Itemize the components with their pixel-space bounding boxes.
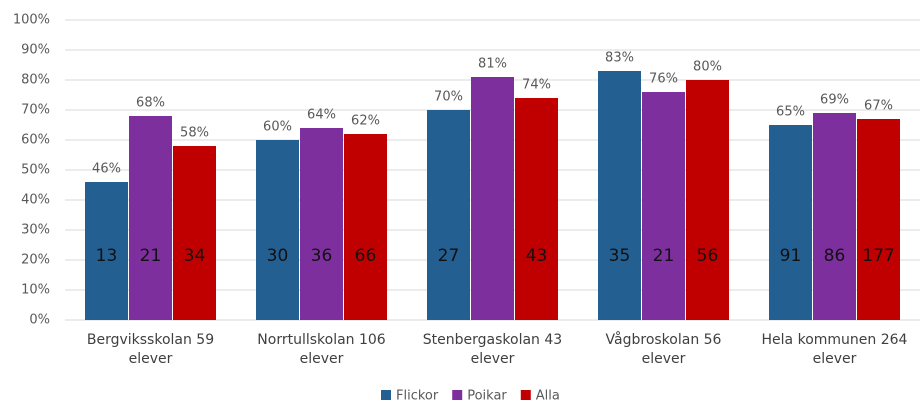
value-label: 81% (478, 57, 507, 72)
count-label: 27 (438, 246, 460, 266)
count-label: 91 (780, 246, 802, 266)
value-label: 70% (434, 90, 463, 105)
legend-swatch (520, 390, 531, 400)
y-tick-label: 80% (21, 73, 50, 88)
legend-label: Poikar (467, 389, 507, 402)
y-tick-label: 30% (21, 223, 50, 238)
bar (515, 98, 558, 320)
x-tick-label: Hela kommunen 264 elever (761, 332, 908, 367)
y-tick-label: 40% (21, 193, 50, 208)
y-tick-label: 70% (21, 103, 50, 118)
x-tick-label: Vågbroskolan 56 elever (605, 332, 722, 367)
legend-swatch (381, 390, 391, 400)
count-label: 36 (311, 246, 333, 266)
y-tick-label: 20% (21, 253, 50, 268)
bar (256, 140, 299, 320)
value-label: 67% (864, 99, 893, 114)
y-tick-label: 90% (21, 43, 50, 58)
value-label: 64% (307, 108, 336, 123)
y-tick-label: 10% (21, 283, 50, 298)
x-tick-label: Stenbergaskolan 43 elever (422, 332, 563, 367)
value-label: 60% (263, 120, 292, 135)
bar (427, 110, 470, 320)
y-tick-label: 0% (29, 313, 50, 328)
bar (173, 146, 216, 320)
x-tick-label: Bergviksskolan 59 elever (86, 332, 215, 367)
bar (857, 119, 900, 320)
count-label: 86 (824, 246, 846, 266)
value-label: 68% (136, 96, 165, 111)
x-label-box: Bergviksskolan 59 elever (86, 332, 215, 367)
bar (85, 182, 128, 320)
bar (598, 71, 641, 320)
x-label-box: Stenbergaskolan 43 elever (422, 332, 563, 367)
bar (300, 128, 343, 320)
x-label-box: Hela kommunen 264 elever (761, 332, 908, 367)
legend-swatch (452, 390, 463, 400)
count-label: 21 (140, 246, 162, 266)
bar (813, 113, 856, 320)
value-label: 83% (605, 51, 634, 66)
bar (686, 80, 729, 320)
count-label: 177 (862, 246, 894, 266)
y-tick-label: 50% (21, 163, 50, 178)
count-label: 56 (697, 246, 719, 266)
count-label: 34 (184, 246, 206, 266)
count-label: 66 (355, 246, 377, 266)
value-label: 69% (820, 93, 849, 108)
y-tick-label: 60% (21, 133, 50, 148)
value-label: 65% (776, 105, 805, 120)
value-label: 62% (351, 114, 380, 129)
x-label-box: Norrtullskolan 106 elever (257, 332, 386, 367)
x-tick-label: Norrtullskolan 106 elever (257, 332, 386, 367)
value-label: 74% (522, 78, 551, 93)
bar (642, 92, 685, 320)
count-label: 35 (609, 246, 631, 266)
y-tick-label: 100% (13, 13, 50, 28)
value-label: 76% (649, 72, 678, 87)
value-label: 46% (92, 162, 121, 177)
bar (344, 134, 387, 320)
value-label: 58% (180, 126, 209, 141)
bar (129, 116, 172, 320)
x-label-box: Vågbroskolan 56 elever (605, 332, 722, 367)
value-label: 80% (693, 60, 722, 75)
count-label: 13 (96, 246, 118, 266)
count-label: 43 (526, 246, 548, 266)
legend-label: Alla (536, 389, 560, 402)
count-label: 30 (267, 246, 289, 266)
bar (769, 125, 812, 320)
count-label: 21 (653, 246, 675, 266)
bar (471, 77, 514, 320)
legend-label: Flickor (396, 389, 439, 402)
